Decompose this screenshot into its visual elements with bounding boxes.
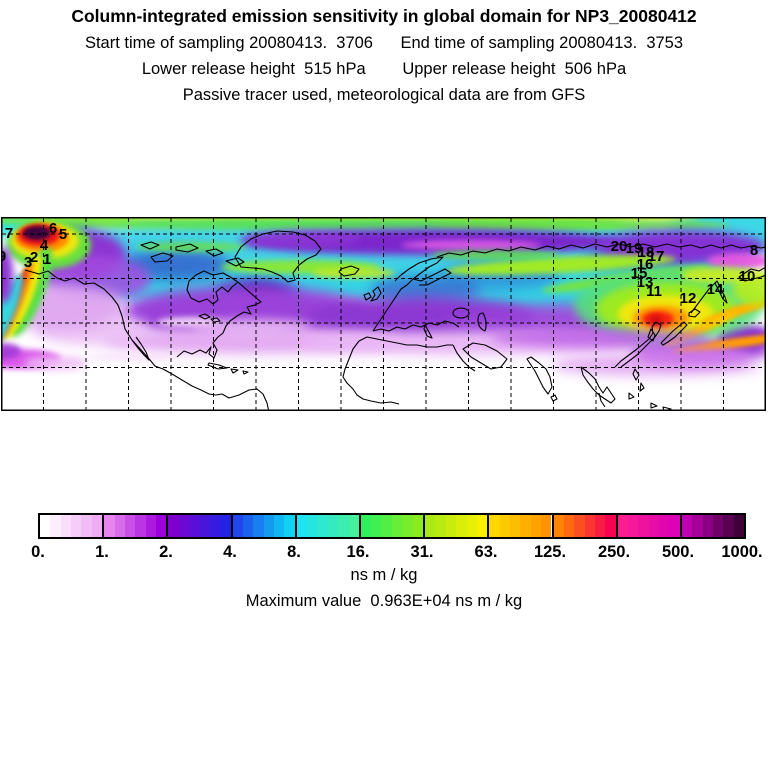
max-value-label: Maximum value 0.963E+04 ns m / kg (245, 592, 523, 610)
track-number: 3 (24, 254, 32, 271)
world-map-panel: 7 6 5 4 2 1 3 9 20 19 18 17 16 15 13 11 12 14 10 8 (1, 217, 766, 411)
colorbar-tick: 16. (346, 543, 370, 561)
colorbar (38, 513, 746, 539)
colorbar-tick: 8. (287, 543, 301, 561)
colorbar-segment (102, 515, 167, 537)
sampling-times-line: Start time of sampling 20080413. 3706 En… (84, 34, 684, 52)
colorbar-segment (230, 515, 295, 537)
track-number: 1 (43, 251, 51, 268)
track-number: 12 (680, 290, 697, 307)
colorbar-segment (423, 515, 488, 537)
colorbar-segment (487, 515, 552, 537)
tracer-met-line: Passive tracer used, meteorological data… (182, 86, 586, 104)
colorbar-segment (166, 515, 231, 537)
track-number: 6 (49, 220, 57, 237)
track-number: 11 (646, 283, 662, 300)
release-heights-line: Lower release height 515 hPa Upper relea… (141, 60, 627, 78)
colorbar-ticks: 0. 1. 2. 4. 8. 16. 31. 63. 125. 250. 500. 1000. (31, 543, 763, 561)
track-number: 15 (631, 265, 648, 282)
track-number: 10 (739, 268, 756, 285)
colorbar-segment (358, 515, 424, 537)
track-number: 13 (637, 274, 654, 291)
track-number: 9 (1, 248, 6, 265)
track-number: 7 (5, 225, 13, 242)
colorbar-tick: 31. (410, 543, 434, 561)
colorbar-segment (679, 515, 745, 537)
map-border (1, 217, 766, 411)
colorbar-tick: 1. (95, 543, 109, 561)
track-number: 8 (750, 242, 758, 259)
colorbar-tick: 4. (223, 543, 237, 561)
colorbar-tick: 2. (159, 543, 173, 561)
colorbar-tick: 63. (474, 543, 498, 561)
track-number: 4 (40, 237, 49, 254)
colorbar-tick: 250. (597, 543, 631, 561)
track-number: 17 (648, 248, 665, 265)
colorbar-tick: 500. (661, 543, 695, 561)
plot-title: Column-integrated emission sensitivity i… (71, 6, 697, 26)
colorbar-tick: 125. (533, 543, 567, 561)
track-number: 16 (637, 256, 654, 273)
colorbar-segment (40, 515, 103, 537)
colorbar-tick: 0. (31, 543, 45, 561)
coastlines (24, 230, 765, 410)
colorbar-segment (615, 515, 680, 537)
track-number: 20 (611, 238, 628, 255)
track-number: 18 (638, 244, 655, 261)
track-number: 5 (59, 226, 67, 243)
track-number: 2 (30, 249, 38, 266)
track-number: 19 (626, 240, 643, 257)
colorbar-units: ns m / kg (350, 566, 418, 584)
colorbar-segment (551, 515, 616, 537)
colorbar-tick: 1000. (721, 543, 763, 561)
track-number: 14 (707, 281, 724, 298)
colorbar-segment (294, 515, 359, 537)
